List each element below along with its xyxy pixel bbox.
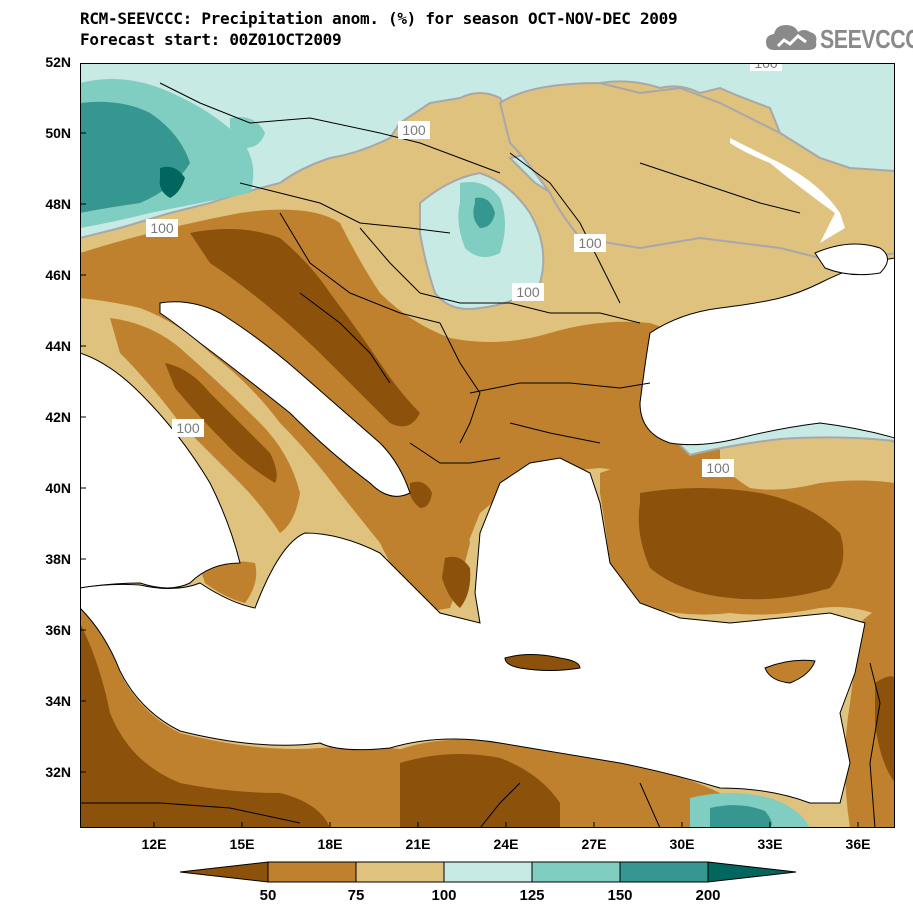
- dnieper-river: [730, 138, 845, 243]
- lat-label-46n: 46N: [45, 267, 71, 283]
- colorbar-label-150: 150: [607, 887, 633, 904]
- contour-label-5: 100: [176, 420, 200, 436]
- colorbar: [180, 861, 797, 883]
- colorbar-label-100: 100: [431, 887, 457, 904]
- lon-label-18e: 18E: [317, 836, 343, 852]
- adriatic-sea: [159, 301, 411, 497]
- region-turkey-very-dry: [638, 488, 844, 600]
- lon-label-15e: 15E: [229, 836, 255, 852]
- region-alps-wet-3: [159, 166, 185, 198]
- contour-label-6: 100: [706, 460, 730, 476]
- contour-label-7: 100: [754, 63, 778, 71]
- colorbar-seg-6: [707, 861, 797, 883]
- lat-label-40n: 40N: [45, 480, 71, 496]
- cloud-icon: [766, 25, 817, 50]
- black-sea: [639, 257, 895, 446]
- contour-labels: 100 100 100 100 100 100 100: [146, 63, 782, 477]
- lon-label-12e: 12E: [141, 836, 167, 852]
- lat-label-32n: 32N: [45, 764, 71, 780]
- colorbar-label-125: 125: [519, 887, 545, 904]
- lat-label-36n: 36N: [45, 622, 71, 638]
- colorbar-seg-5: [619, 861, 709, 883]
- colorbar-seg-4: [531, 861, 621, 883]
- title-line-2: Forecast start: 00Z01OCT2009: [80, 30, 342, 49]
- lat-label-38n: 38N: [45, 551, 71, 567]
- lon-label-36e: 36E: [845, 836, 871, 852]
- region-turkey-light: [720, 431, 895, 490]
- azov-sea: [814, 243, 888, 276]
- lon-label-21e: 21E: [405, 836, 431, 852]
- colorbar-label-50: 50: [259, 887, 277, 904]
- region-greece-dark: [409, 481, 432, 508]
- region-hungary-teal-2: [473, 197, 495, 228]
- lon-label-30e: 30E: [669, 836, 695, 852]
- lon-label-27e: 27E: [581, 836, 607, 852]
- region-libya-very-dry: [80, 623, 330, 828]
- region-italy-very-dry: [165, 363, 277, 483]
- lat-label-50n: 50N: [45, 125, 71, 141]
- lat-label-34n: 34N: [45, 693, 71, 709]
- map-border: [80, 63, 895, 828]
- colorbar-seg-3: [443, 861, 533, 883]
- contour-label-2: 100: [150, 220, 174, 236]
- map-title: RCM-SEEVCCC: Precipitation anom. (%) for…: [80, 8, 678, 50]
- tyrrhenian-sea: [80, 352, 241, 589]
- lat-label-48n: 48N: [45, 196, 71, 212]
- lon-label-33e: 33E: [757, 836, 783, 852]
- title-line-1: RCM-SEEVCCC: Precipitation anom. (%) for…: [80, 9, 678, 28]
- contour-label-3: 100: [578, 235, 602, 251]
- region-italy-dry: [110, 318, 300, 533]
- seevccc-logo: SEEVCCC: [764, 20, 913, 60]
- lat-label-44n: 44N: [45, 338, 71, 354]
- colorbar-label-200: 200: [695, 887, 721, 904]
- region-libya-dry: [80, 593, 420, 828]
- precipitation-anomaly-map: 100 100 100 100 100 100 100: [80, 63, 895, 828]
- region-egypt-very-dry: [400, 754, 560, 828]
- lon-label-24e: 24E: [493, 836, 519, 852]
- contour-label-1: 100: [402, 122, 426, 138]
- region-balkans-very-dry: [190, 229, 420, 427]
- colorbar-seg-2: [355, 861, 445, 883]
- cyprus: [764, 659, 816, 684]
- region-peloponnese: [442, 556, 471, 608]
- region-sicily: [200, 561, 257, 603]
- logo-text: SEEVCCC: [820, 24, 913, 54]
- colorbar-label-75: 75: [347, 887, 365, 904]
- country-borders: [80, 82, 881, 828]
- crete: [504, 654, 581, 671]
- ionian-aegean-sea: [80, 457, 866, 804]
- contour-label-4: 100: [516, 284, 540, 300]
- colorbar-seg-0: [180, 861, 269, 883]
- region-nile-wet-2: [710, 805, 772, 828]
- lat-label-42n: 42N: [45, 409, 71, 425]
- region-czech-teal: [230, 117, 265, 148]
- colorbar-seg-1: [267, 861, 357, 883]
- tick-marks: [80, 132, 859, 828]
- lat-label-52n: 52N: [45, 54, 71, 70]
